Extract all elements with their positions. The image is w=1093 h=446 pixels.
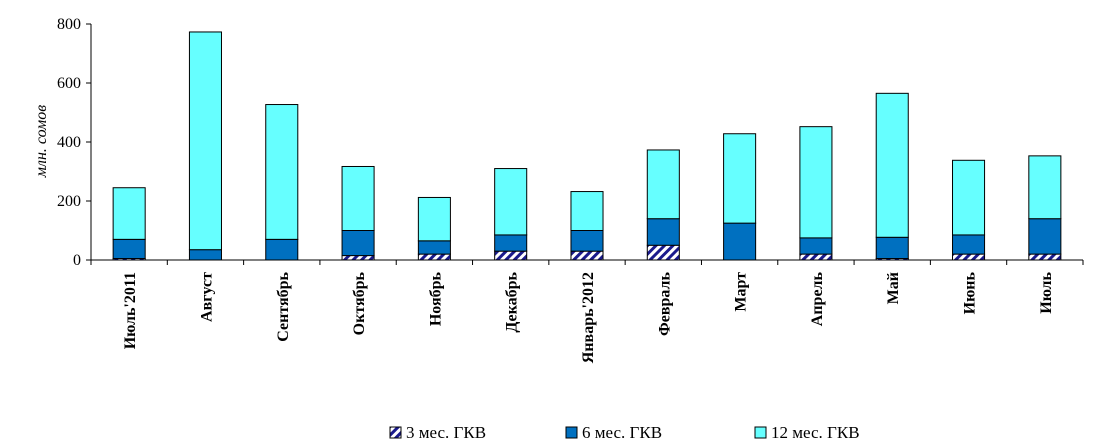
bar-segment bbox=[1028, 218, 1062, 255]
bar-segment bbox=[952, 234, 986, 255]
bar-segment bbox=[952, 159, 986, 236]
x-tick-label: Май bbox=[885, 272, 902, 304]
legend-swatch bbox=[754, 426, 767, 439]
bar-segment bbox=[646, 244, 680, 261]
x-tick-label: Апрель bbox=[809, 271, 826, 326]
legend-label: 3 мес. ГКВ bbox=[406, 423, 486, 442]
bar-segment bbox=[265, 104, 299, 240]
bar-segment bbox=[646, 149, 680, 220]
bar-segment bbox=[417, 196, 451, 242]
bar-segment bbox=[188, 249, 222, 261]
y-tick-label: 200 bbox=[57, 193, 81, 210]
bar-segment bbox=[875, 236, 909, 260]
category-labels: Июль'2011 Август Сентябрь Октябрь Ноябрь Дека… bbox=[122, 271, 1055, 363]
bar-segment bbox=[1028, 253, 1062, 261]
x-tick-label: Июнь bbox=[962, 271, 979, 314]
bar-segment bbox=[799, 237, 833, 255]
bar-segment bbox=[341, 165, 375, 231]
bar-segment bbox=[341, 230, 375, 257]
x-tick-label: Февраль bbox=[656, 271, 673, 336]
x-tick-label: Ноябрь bbox=[427, 271, 444, 326]
bar-segment bbox=[494, 168, 528, 236]
bar-segment bbox=[723, 133, 757, 224]
bar-segment bbox=[265, 238, 299, 261]
y-tick-label: 400 bbox=[57, 134, 81, 151]
legend-swatch bbox=[565, 426, 578, 439]
x-tick-label: Июль'2011 bbox=[122, 272, 139, 349]
bar-segment bbox=[570, 250, 604, 261]
x-tick-label: Июль bbox=[1038, 271, 1055, 313]
y-axis-label: млн. сомов bbox=[33, 105, 50, 178]
bar-segment bbox=[646, 218, 680, 246]
y-tick-label: 600 bbox=[57, 75, 81, 92]
bar-segment bbox=[799, 253, 833, 261]
x-tick-label: Март bbox=[733, 272, 750, 312]
bar-segment bbox=[1028, 155, 1062, 220]
x-tick-label: Октябрь bbox=[351, 271, 368, 335]
x-tick-label: Август bbox=[198, 272, 215, 322]
bar-segment bbox=[799, 126, 833, 239]
bar-segment bbox=[723, 222, 757, 261]
bar-segment bbox=[341, 255, 375, 261]
legend-label: 6 мес. ГКВ bbox=[582, 423, 662, 442]
bar-segment bbox=[188, 31, 222, 251]
legend-label: 12 мес. ГКВ bbox=[771, 423, 860, 442]
bar-segment bbox=[570, 230, 604, 252]
bar-segment bbox=[112, 187, 146, 240]
y-tick-label: 0 bbox=[73, 252, 81, 269]
bar-segment bbox=[952, 253, 986, 261]
bar-segment bbox=[112, 238, 146, 260]
y-tick-label: 800 bbox=[57, 16, 81, 33]
bar-segment bbox=[570, 191, 604, 231]
bars bbox=[112, 31, 1062, 261]
x-tick-label: Декабрь bbox=[504, 271, 521, 332]
bar-segment bbox=[494, 250, 528, 261]
axes: 0 200 400 600 800 bbox=[57, 16, 1084, 269]
legend: 3 мес. ГКВ 6 мес. ГКВ 12 мес. ГКВ bbox=[389, 423, 860, 442]
bar-segment bbox=[875, 92, 909, 238]
bar-segment bbox=[494, 234, 528, 252]
legend-swatch bbox=[389, 426, 402, 439]
x-tick-label: Сентябрь bbox=[275, 271, 292, 341]
bar-segment bbox=[417, 253, 451, 261]
x-tick-label: Январь'2012 bbox=[580, 272, 597, 363]
bar-segment bbox=[417, 240, 451, 255]
